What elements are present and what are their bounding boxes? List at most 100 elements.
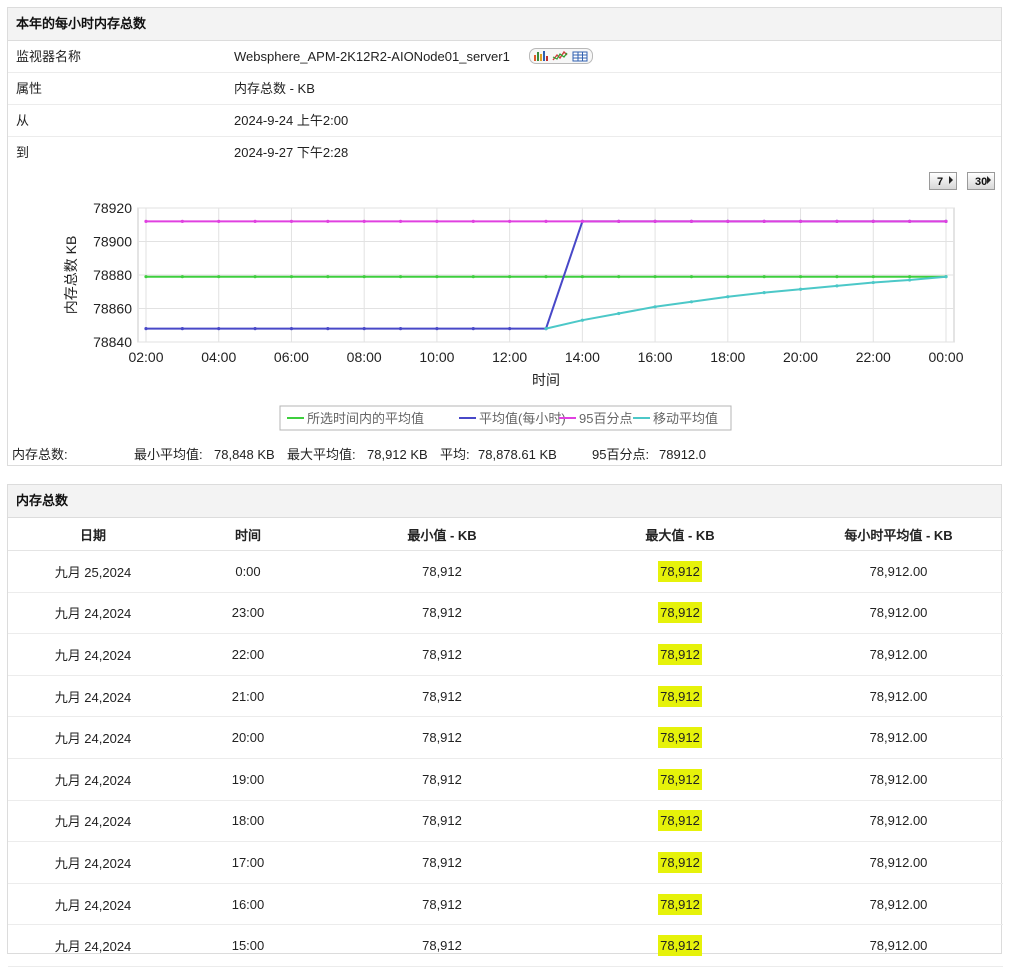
table-row: 九月 24,2024 15:00 78,912 78,912 78,912.00 xyxy=(8,924,1003,967)
period-button-label: 7 xyxy=(937,176,944,188)
x-tick-label: 10:00 xyxy=(419,349,454,365)
x-tick-label: 20:00 xyxy=(783,349,818,365)
column-header-hourly-avg[interactable]: 每小时平均值 - KB xyxy=(794,518,1003,551)
data-point xyxy=(289,327,294,331)
data-point xyxy=(362,219,366,223)
table-row: 九月 25,2024 0:00 78,912 78,912 78,912.00 xyxy=(8,550,1003,593)
bar-chart-icon[interactable] xyxy=(534,51,549,62)
data-point xyxy=(362,327,366,331)
data-point xyxy=(508,275,512,279)
info-row-attribute: 属性 内存总数 - KB xyxy=(8,73,1001,105)
data-point xyxy=(144,275,148,279)
x-tick-label: 22:00 xyxy=(856,349,891,365)
cell-hourly-avg: 78,912.00 xyxy=(794,592,1003,635)
data-point xyxy=(908,219,912,223)
x-tick-label: 18:00 xyxy=(710,349,745,365)
table-row: 九月 24,2024 21:00 78,912 78,912 78,912.00 xyxy=(8,675,1003,718)
cell-hourly-avg: 78,912.00 xyxy=(794,924,1003,967)
cell-time: 21:00 xyxy=(178,675,318,718)
x-tick-label: 04:00 xyxy=(201,349,236,365)
y-tick-label: 78840 xyxy=(93,334,132,350)
data-point xyxy=(435,275,439,279)
highlighted-max-value: 78,912 xyxy=(658,560,702,582)
period-7-days-button[interactable]: 7 xyxy=(929,172,957,190)
highlighted-max-value: 78,912 xyxy=(658,768,702,790)
data-point xyxy=(617,219,621,223)
x-tick-label: 14:00 xyxy=(565,349,600,365)
table-icon[interactable] xyxy=(572,51,588,62)
cell-date: 九月 24,2024 xyxy=(8,841,178,884)
column-header-min[interactable]: 最小值 - KB xyxy=(318,518,566,551)
y-tick-label: 78880 xyxy=(93,267,132,283)
data-point xyxy=(653,219,657,223)
cell-max: 78,912 xyxy=(566,758,794,801)
cell-hourly-avg: 78,912.00 xyxy=(794,675,1003,718)
data-point xyxy=(398,275,403,279)
data-point xyxy=(217,327,221,331)
cell-time: 17:00 xyxy=(178,841,318,884)
cell-date: 九月 25,2024 xyxy=(8,550,178,593)
data-point xyxy=(944,275,948,279)
period-button-label: 30 xyxy=(975,176,988,188)
cell-date: 九月 24,2024 xyxy=(8,592,178,635)
cell-max: 78,912 xyxy=(566,924,794,967)
cell-max: 78,912 xyxy=(566,716,794,759)
column-header-max[interactable]: 最大值 - KB xyxy=(566,518,794,551)
cell-min: 78,912 xyxy=(318,675,566,718)
table-row: 九月 24,2024 22:00 78,912 78,912 78,912.00 xyxy=(8,633,1003,676)
period-30-days-button[interactable]: 30 xyxy=(967,172,995,190)
data-point xyxy=(398,219,403,223)
cell-date: 九月 24,2024 xyxy=(8,800,178,843)
x-tick-label: 00:00 xyxy=(928,349,963,365)
cell-min: 78,912 xyxy=(318,841,566,884)
data-point xyxy=(762,275,766,279)
info-label: 属性 xyxy=(16,81,43,96)
min-average-label: 最小平均值: xyxy=(134,447,203,462)
data-point xyxy=(871,219,875,223)
data-point xyxy=(798,275,803,279)
table-row: 九月 24,2024 17:00 78,912 78,912 78,912.00 xyxy=(8,841,1003,884)
data-point xyxy=(471,219,475,223)
cell-hourly-avg: 78,912.00 xyxy=(794,883,1003,926)
highlighted-max-value: 78,912 xyxy=(658,602,702,624)
cell-hourly-avg: 78,912.00 xyxy=(794,841,1003,884)
memory-line-chart: 78840 78860 78880 78900 78920 02:00 04:00 06:00… xyxy=(63,200,964,431)
data-point xyxy=(144,219,148,223)
data-point xyxy=(762,219,766,223)
data-point xyxy=(653,275,657,279)
data-point xyxy=(908,275,912,279)
highlighted-max-value: 78,912 xyxy=(658,727,702,749)
cell-min: 78,912 xyxy=(318,883,566,926)
cell-hourly-avg: 78,912.00 xyxy=(794,550,1003,593)
data-point xyxy=(253,219,257,223)
cell-hourly-avg: 78,912.00 xyxy=(794,758,1003,801)
legend-label: 95百分点 xyxy=(579,411,632,426)
cell-time: 0:00 xyxy=(178,550,318,593)
hourly-memory-panel: 本年的每小时内存总数 监视器名称 Websphere_APM-2K12R2-AI… xyxy=(7,7,1002,466)
data-point xyxy=(144,327,148,331)
data-point xyxy=(508,219,512,223)
column-header-time[interactable]: 时间 xyxy=(178,518,318,551)
x-tick-label: 06:00 xyxy=(274,349,309,365)
column-header-date[interactable]: 日期 xyxy=(8,518,178,551)
data-point xyxy=(835,275,839,279)
data-point xyxy=(689,275,694,279)
cell-max: 78,912 xyxy=(566,675,794,718)
data-point xyxy=(726,295,730,299)
info-value: 内存总数 - KB xyxy=(234,81,315,96)
p95-value: 78912.0 xyxy=(659,447,706,462)
x-tick-label: 08:00 xyxy=(347,349,382,365)
data-point xyxy=(762,290,766,295)
report-view-icons xyxy=(529,48,594,65)
info-row-monitor: 监视器名称 Websphere_APM-2K12R2-AIONode01_ser… xyxy=(8,41,1001,73)
data-point xyxy=(798,287,803,291)
y-axis-label: 内存总数 KB xyxy=(63,236,79,315)
line-chart-icon[interactable] xyxy=(552,50,568,61)
data-point xyxy=(617,311,621,316)
data-point xyxy=(689,300,694,304)
cell-time: 23:00 xyxy=(178,592,318,635)
y-tick-label: 78920 xyxy=(93,200,132,216)
table-header-row: 日期 时间 最小值 - KB 最大值 - KB 每小时平均值 - KB xyxy=(8,518,1003,551)
y-tick-label: 78860 xyxy=(93,301,132,317)
x-tick-label: 02:00 xyxy=(128,349,163,365)
